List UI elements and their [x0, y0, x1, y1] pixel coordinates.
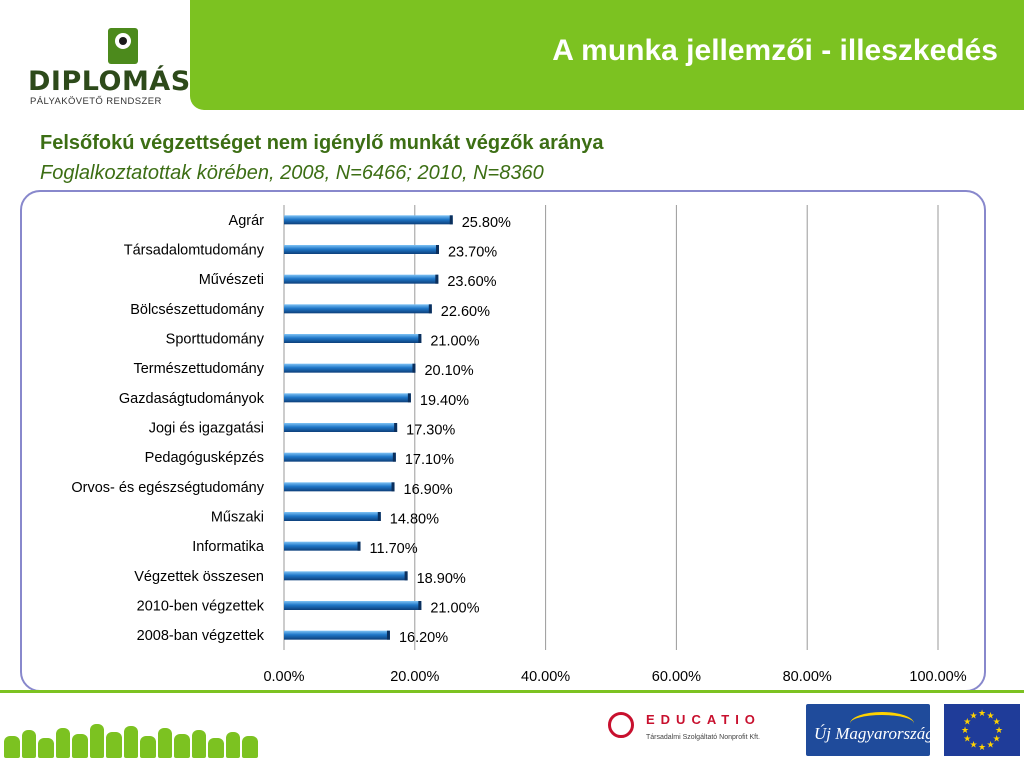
educatio-mark-icon	[608, 712, 634, 738]
bar	[284, 423, 398, 432]
chart-subtitle: Felsőfokú végzettséget nem igénylő munká…	[40, 132, 604, 154]
chart-subtitle-italic: Foglalkoztatottak körében, 2008, N=6466;…	[40, 162, 544, 184]
eu-star-icon: ★	[993, 717, 1001, 727]
footer-graduates-graphic	[0, 718, 270, 758]
eu-star-icon: ★	[969, 710, 977, 720]
rainbow-arc-icon	[850, 712, 914, 735]
bar-end	[435, 245, 439, 254]
data-label: 21.00%	[430, 334, 479, 350]
data-label: 23.60%	[447, 274, 496, 290]
data-label: 17.30%	[406, 423, 455, 439]
eu-stars-icon: ★ ★★★★★★★★★★★	[961, 708, 1003, 752]
bar	[284, 541, 361, 551]
data-label: 19.40%	[420, 393, 469, 409]
data-label: 18.90%	[417, 571, 466, 587]
category-label: Informatika	[192, 539, 265, 555]
category-label: Művészeti	[199, 272, 264, 288]
bar-end	[386, 630, 390, 640]
eu-star-icon: ★	[963, 717, 971, 727]
data-label: 16.90%	[404, 482, 453, 498]
bar-end	[407, 393, 411, 403]
uj-magyarorszag-logo: Új Magyarország	[806, 704, 934, 756]
eu-star-icon: ★	[978, 742, 986, 752]
x-tick-label: 40.00%	[521, 669, 570, 685]
uj-magyarorszag-text: Új Magyarország	[814, 724, 934, 743]
category-label: 2010-ben végzettek	[137, 599, 265, 615]
bar-end	[418, 334, 422, 343]
bar	[284, 512, 381, 521]
category-label: Műszaki	[211, 510, 264, 526]
data-label: 20.10%	[424, 363, 473, 379]
educatio-name: EDUCATIO	[646, 712, 761, 727]
category-label: 2008-ban végzettek	[137, 628, 265, 644]
data-label: 25.80%	[462, 215, 511, 231]
data-label: 17.10%	[405, 452, 454, 468]
data-label: 11.70%	[370, 541, 418, 557]
eu-star-icon: ★	[961, 725, 969, 735]
bar	[284, 304, 432, 314]
category-label: Agrár	[229, 213, 265, 229]
bar	[284, 630, 390, 640]
educatio-subtitle: Társadalmi Szolgáltató Nonprofit Kft.	[646, 734, 760, 741]
bar	[284, 334, 422, 343]
bar-end	[404, 571, 408, 581]
logo-word: DIPLOMÁS	[28, 66, 191, 97]
eu-flag-logo: ★ ★ ★ ★ ★ ★ ★ ★ ★ ★ ★ ★	[944, 704, 1020, 756]
eu-star-icon: ★	[963, 734, 971, 744]
bar-end	[412, 363, 416, 373]
category-label: Társadalomtudomány	[124, 243, 265, 259]
data-label: 22.60%	[441, 304, 490, 320]
bar	[284, 571, 408, 581]
data-label: 23.70%	[448, 245, 497, 261]
header-band: A munka jellemzői - illeszkedés	[190, 0, 1024, 110]
data-label: 21.00%	[430, 601, 479, 617]
x-tick-label: 60.00%	[652, 669, 701, 685]
bar	[284, 482, 395, 492]
bar	[284, 245, 439, 254]
bar-end	[449, 215, 453, 225]
category-label: Természettudomány	[133, 361, 264, 377]
bar-end	[357, 541, 361, 551]
bar	[284, 601, 422, 610]
slide-title: A munka jellemzői - illeszkedés	[552, 34, 998, 67]
logo-subtitle: PÁLYAKÖVETŐ RENDSZER	[30, 96, 162, 107]
x-tick-label: 80.00%	[783, 669, 832, 685]
bar	[284, 215, 453, 225]
category-label: Orvos- és egészségtudomány	[71, 480, 264, 496]
eu-star-icon: ★	[995, 725, 1003, 735]
footer-rule	[0, 690, 1024, 693]
bar-end	[428, 304, 432, 314]
bar-end	[394, 423, 398, 432]
x-tick-label: 100.00%	[909, 669, 966, 685]
data-label: 14.80%	[390, 512, 439, 528]
category-label: Jogi és igazgatási	[149, 421, 264, 437]
category-label: Gazdaságtudományok	[119, 391, 265, 407]
eu-star-icon: ★	[986, 740, 994, 750]
data-label: 16.20%	[399, 630, 448, 646]
diplomas-logo: DIPLOMÁS PÁLYAKÖVETŐ RENDSZER	[28, 26, 190, 110]
bar-end	[391, 482, 395, 492]
bar	[284, 274, 439, 284]
bar-end	[435, 274, 439, 284]
logo-mark-icon	[108, 28, 138, 64]
bar	[284, 393, 411, 403]
educatio-logo: EDUCATIO Társadalmi Szolgáltató Nonprofi…	[608, 708, 778, 748]
category-label: Végzettek összesen	[134, 569, 264, 585]
eu-star-icon: ★	[993, 734, 1001, 744]
eu-star-icon: ★	[978, 708, 986, 718]
bar-end	[377, 512, 381, 521]
category-label: Pedagógusképzés	[145, 450, 264, 466]
category-label: Bölcsészettudomány	[130, 302, 265, 318]
x-tick-label: 0.00%	[263, 669, 304, 685]
bar	[284, 452, 396, 462]
x-tick-label: 20.00%	[390, 669, 439, 685]
eu-star-icon: ★	[986, 710, 994, 720]
bar-end	[418, 601, 422, 610]
bar	[284, 363, 416, 373]
eu-star-icon: ★	[969, 740, 977, 750]
category-label: Sporttudomány	[166, 332, 265, 348]
bar-end	[392, 452, 396, 462]
